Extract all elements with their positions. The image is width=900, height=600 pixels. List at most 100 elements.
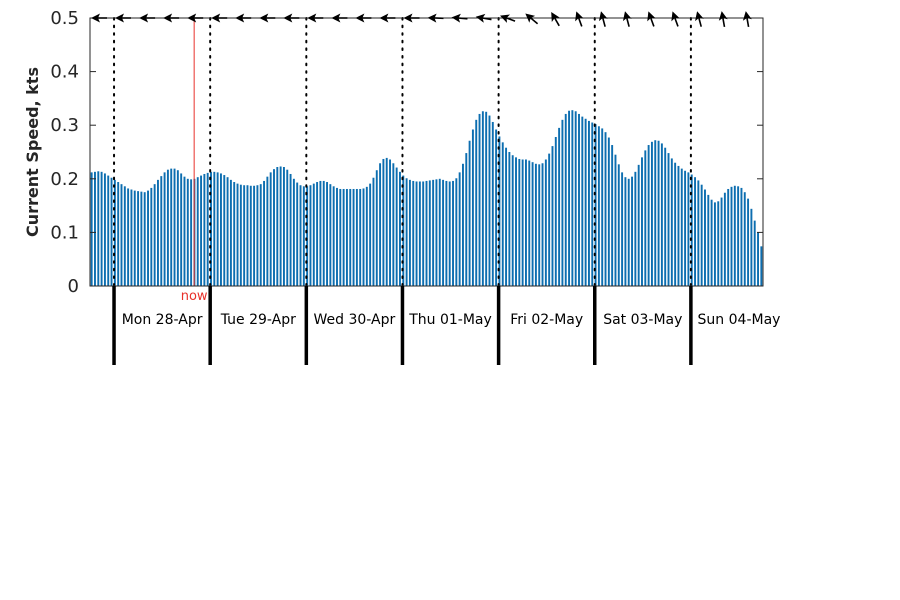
day-label: Wed 30-Apr: [314, 312, 396, 328]
direction-arrow: [475, 13, 492, 23]
bar: [713, 202, 716, 286]
bar: [302, 186, 305, 286]
direction-arrow-head: [500, 14, 511, 23]
direction-arrow-head: [622, 11, 632, 22]
bar: [468, 140, 471, 286]
day-label: Thu 01-May: [408, 312, 492, 328]
bar: [299, 185, 302, 286]
bar: [326, 182, 328, 286]
bar: [471, 129, 474, 286]
bar: [720, 197, 723, 286]
now-marker: now: [181, 18, 208, 304]
bar: [650, 141, 653, 286]
bar: [203, 173, 206, 286]
bar: [266, 176, 269, 286]
bar: [316, 182, 319, 286]
bar: [448, 181, 451, 286]
bar: [143, 192, 146, 286]
day-label: Mon 28-Apr: [122, 312, 203, 328]
bar: [611, 145, 614, 286]
bar: [491, 121, 494, 286]
direction-arrow-head: [307, 13, 317, 23]
bar: [627, 178, 630, 286]
bar: [644, 150, 647, 286]
bar: [750, 208, 753, 286]
bar: [445, 180, 448, 286]
direction-arrow: [427, 13, 444, 23]
bar: [176, 170, 179, 286]
bar: [687, 172, 690, 286]
bar: [369, 183, 372, 286]
direction-arrow-head: [451, 13, 461, 23]
bar: [355, 188, 358, 286]
bar: [528, 160, 531, 286]
bar: [511, 155, 514, 286]
bar: [97, 171, 100, 286]
bar: [349, 188, 352, 286]
direction-arrow-head: [671, 11, 680, 22]
bar: [680, 168, 683, 286]
bar: [415, 181, 418, 286]
y-tick-label: 0.5: [50, 8, 79, 29]
bar: [279, 166, 282, 286]
bar: [389, 159, 391, 286]
bar: [624, 177, 627, 286]
bar: [246, 185, 249, 286]
bar: [581, 116, 584, 287]
bar: [332, 186, 335, 286]
bar: [515, 157, 517, 286]
bar: [458, 172, 461, 286]
bar: [359, 188, 362, 286]
bar: [160, 176, 163, 286]
bar: [362, 188, 365, 286]
direction-arrow-head: [235, 13, 245, 23]
direction-arrow: [259, 13, 276, 23]
bar: [574, 111, 577, 286]
bar: [617, 164, 620, 286]
plot-axes-box: [89, 17, 764, 287]
day-label: Tue 29-Apr: [220, 312, 296, 328]
direction-arrow: [525, 13, 539, 25]
bar: [710, 199, 713, 286]
direction-arrow-head: [742, 11, 752, 21]
bar: [548, 153, 551, 286]
bar: [103, 173, 106, 286]
y-axis-ticks: 0 0.1 0.2 0.3 0.4 0.5: [50, 8, 763, 297]
bar: [233, 182, 236, 286]
bar: [601, 128, 604, 286]
y-tick-label: 0.2: [50, 169, 79, 190]
direction-arrow: [718, 11, 728, 28]
day-label: Sun 04-May: [698, 312, 781, 328]
bar: [130, 189, 133, 286]
bar: [223, 175, 226, 286]
bar: [289, 173, 292, 286]
bar: [292, 178, 295, 286]
direction-arrow: [647, 11, 656, 27]
bar: [561, 119, 564, 286]
bar: [525, 159, 527, 286]
bar: [604, 132, 607, 286]
bar: [670, 158, 673, 286]
bar: [236, 183, 239, 286]
bar: [571, 110, 574, 286]
bar: [213, 171, 216, 286]
bar: [637, 164, 640, 286]
bar: [273, 169, 275, 286]
bar: [345, 188, 348, 286]
bar: [488, 115, 491, 286]
bar: [166, 169, 169, 286]
bar: [157, 179, 159, 286]
bar: [150, 187, 153, 286]
direction-arrow: [742, 11, 752, 28]
bar: [183, 176, 186, 286]
direction-arrow-head: [163, 13, 173, 23]
bar: [495, 129, 498, 286]
direction-arrow-head: [718, 11, 728, 21]
bar: [127, 188, 130, 286]
bar: [210, 171, 212, 286]
y-tick-label: 0.3: [50, 115, 79, 136]
bar: [508, 152, 511, 286]
bar: [196, 177, 199, 286]
bar: [558, 127, 561, 286]
